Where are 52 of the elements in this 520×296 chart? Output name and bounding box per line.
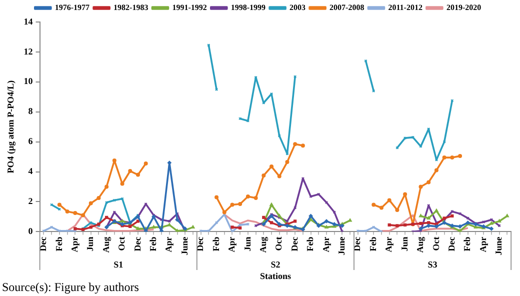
x-tick-label: Apr — [164, 236, 174, 252]
y-tick-label: 12 — [24, 46, 34, 56]
x-tick-label: Aug — [258, 236, 268, 253]
legend-label: 2011-2012 — [388, 3, 422, 12]
x-tick-label: Apr — [384, 236, 394, 252]
x-tick-label: Dec — [289, 236, 300, 252]
y-tick-label: 6 — [28, 136, 34, 146]
text: S2 — [270, 259, 281, 270]
x-tick-label: Dec — [132, 236, 142, 252]
legend-label: 1982-1983 — [114, 3, 148, 12]
x-tick-label: Aug — [415, 236, 426, 253]
x-tick-label: Feb — [210, 236, 221, 252]
y-tick-label: 0 — [28, 226, 34, 236]
x-tick-label: Feb — [462, 236, 472, 252]
source-note: Source(s): Figure by authors — [2, 280, 139, 295]
legend-label: 2019-2020 — [446, 3, 482, 12]
y-tick-label: 2 — [28, 196, 34, 206]
x-tick-label: Oct — [430, 236, 441, 251]
x-tick-label: Oct — [116, 236, 127, 251]
x-tick-label: Jun — [242, 236, 252, 252]
x-tick-label: Apr — [226, 236, 237, 252]
legend-label: 2003 — [290, 3, 306, 12]
legend-label: 1976-1977 — [54, 3, 90, 12]
x-axis-title: Stations — [260, 270, 292, 281]
text: S3 — [428, 259, 438, 270]
x-tick-label: June — [494, 236, 504, 256]
text: S1 — [114, 259, 124, 270]
x-tick-label: Dec — [195, 236, 206, 252]
y-axis-title: PO4 (µg atom P-PO4/L) — [6, 80, 16, 174]
x-tick-label: Dec — [446, 236, 456, 252]
x-tick-label: Feb — [148, 236, 158, 252]
x-tick-label: Feb — [368, 236, 378, 252]
legend-label: 1998-1999 — [230, 3, 266, 12]
y-tick-label: 14 — [24, 16, 34, 26]
legend-label: 2007-2008 — [330, 3, 364, 12]
x-tick-label: Jun — [399, 236, 410, 252]
x-tick-label: Dec — [352, 236, 362, 252]
x-tick-label: Dec — [38, 236, 48, 252]
x-tick-label: Apr — [69, 236, 80, 252]
x-tick-label: Apr — [320, 236, 331, 252]
y-tick-label: 8 — [28, 106, 34, 116]
x-tick-label: Jun — [85, 236, 96, 252]
x-tick-label: Aug — [100, 236, 111, 253]
legend-label: 1991-1992 — [172, 3, 207, 12]
x-tick-label: June — [179, 236, 190, 256]
x-tick-label: Apr — [478, 236, 488, 252]
y-tick-label: 10 — [24, 76, 34, 86]
x-tick-label: June — [336, 236, 347, 256]
y-tick-label: 4 — [28, 166, 34, 176]
x-tick-label: Feb — [54, 236, 64, 252]
x-tick-label: Feb — [305, 236, 316, 252]
x-tick-label: Oct — [274, 236, 284, 251]
